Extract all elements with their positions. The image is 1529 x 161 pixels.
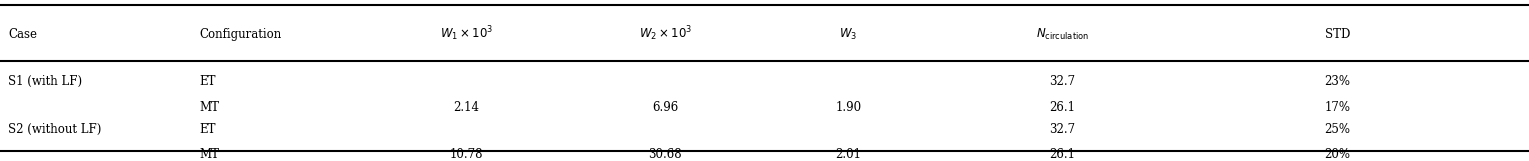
- Text: 1.90: 1.90: [835, 100, 861, 114]
- Text: MT: MT: [199, 148, 219, 161]
- Text: $W_1 \times 10^3$: $W_1 \times 10^3$: [440, 25, 494, 43]
- Text: 23%: 23%: [1324, 75, 1350, 88]
- Text: 2.14: 2.14: [454, 100, 480, 114]
- Text: MT: MT: [199, 100, 219, 114]
- Text: 32.7: 32.7: [1049, 75, 1075, 88]
- Text: 26.1: 26.1: [1049, 100, 1075, 114]
- Text: 2.01: 2.01: [835, 148, 861, 161]
- Text: $W_2 \times 10^3$: $W_2 \times 10^3$: [639, 25, 691, 43]
- Text: ET: ET: [199, 75, 216, 88]
- Text: 25%: 25%: [1324, 123, 1350, 136]
- Text: $N_{\rm circulation}$: $N_{\rm circulation}$: [1035, 27, 1089, 42]
- Text: $W_3$: $W_3$: [839, 27, 858, 42]
- Text: 20%: 20%: [1324, 148, 1350, 161]
- Text: S2 (without LF): S2 (without LF): [8, 123, 102, 136]
- Text: STD: STD: [1324, 28, 1350, 41]
- Text: 17%: 17%: [1324, 100, 1350, 114]
- Text: 32.7: 32.7: [1049, 123, 1075, 136]
- Text: Configuration: Configuration: [199, 28, 281, 41]
- Text: ET: ET: [199, 123, 216, 136]
- Text: S1 (with LF): S1 (with LF): [8, 75, 83, 88]
- Text: 26.1: 26.1: [1049, 148, 1075, 161]
- Text: Case: Case: [8, 28, 37, 41]
- Text: 6.96: 6.96: [651, 100, 679, 114]
- Text: 10.78: 10.78: [450, 148, 483, 161]
- Text: 30.68: 30.68: [648, 148, 682, 161]
